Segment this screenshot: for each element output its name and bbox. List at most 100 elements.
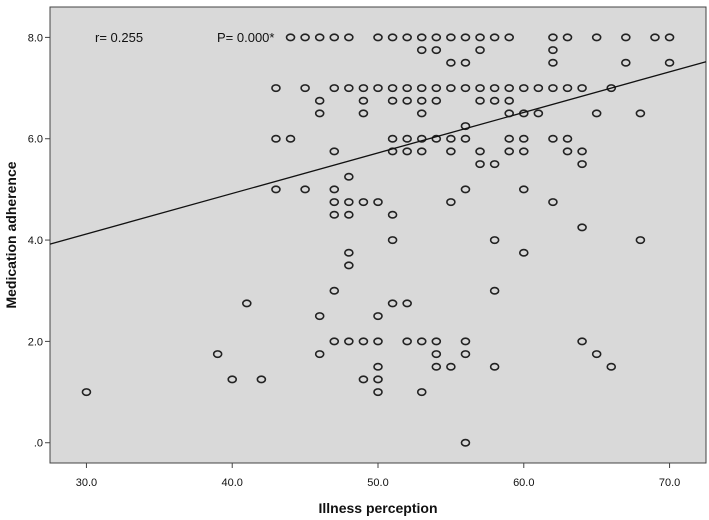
data-point [591, 109, 602, 118]
regression-line [49, 61, 707, 245]
data-point [431, 46, 442, 55]
data-point [329, 337, 340, 346]
data-point [387, 134, 398, 143]
data-point [256, 375, 267, 384]
data-point [431, 350, 442, 359]
data-point [285, 134, 296, 143]
x-tick-label: 30.0 [76, 477, 97, 489]
data-point [533, 109, 544, 118]
data-point [373, 362, 383, 371]
data-point [548, 134, 558, 143]
y-axis-ticks: .0 2.0 4.0 6.0 8.0 [28, 32, 50, 450]
data-point [416, 388, 427, 397]
y-tick-label: 8.0 [28, 32, 43, 44]
data-point [416, 147, 427, 156]
data-point [518, 147, 529, 156]
data-point [358, 337, 369, 346]
data-point [329, 198, 340, 207]
data-point [402, 299, 412, 308]
data-point [373, 388, 383, 397]
data-points [81, 33, 675, 447]
data-point [416, 134, 427, 143]
data-point [81, 388, 92, 397]
data-point [577, 84, 587, 93]
data-point [446, 84, 456, 93]
data-point [358, 109, 369, 118]
data-point [577, 337, 587, 346]
data-point [460, 58, 471, 67]
data-point [460, 337, 471, 346]
data-point [460, 350, 471, 359]
data-point [650, 33, 660, 42]
data-point [387, 236, 398, 245]
data-point [431, 33, 442, 42]
data-point [489, 286, 500, 295]
data-point [431, 96, 442, 105]
x-tick-label: 50.0 [367, 477, 388, 489]
data-point [358, 96, 369, 105]
data-point [402, 96, 412, 105]
data-point [344, 33, 354, 42]
data-point [475, 147, 485, 156]
data-point [518, 134, 529, 143]
data-point [344, 337, 354, 346]
data-point [475, 46, 485, 55]
data-point [460, 84, 471, 93]
data-point [446, 362, 456, 371]
data-point [373, 312, 383, 321]
data-point [489, 160, 500, 169]
data-point [373, 84, 383, 93]
data-point [635, 109, 646, 118]
x-axis-title: Illness perception [318, 500, 437, 516]
data-point [416, 109, 427, 118]
data-point [387, 210, 398, 219]
data-point [446, 33, 456, 42]
data-point [577, 223, 587, 232]
data-point [475, 33, 485, 42]
data-point [329, 84, 340, 93]
data-point [548, 33, 558, 42]
data-point [489, 33, 500, 42]
data-point [358, 198, 369, 207]
data-point [621, 33, 631, 42]
p-value-label: P= 0.000* [217, 30, 274, 45]
data-point [416, 33, 427, 42]
data-point [329, 185, 340, 194]
data-point [446, 147, 456, 156]
data-point [314, 33, 325, 42]
data-point [402, 337, 412, 346]
data-point [664, 58, 675, 67]
data-point [504, 147, 515, 156]
data-point [387, 84, 398, 93]
x-axis-ticks: 30.0 40.0 50.0 60.0 70.0 [76, 463, 680, 489]
data-point [329, 210, 340, 219]
data-point [489, 236, 500, 245]
data-point [504, 84, 515, 93]
data-point [460, 438, 471, 447]
y-tick-label: .0 [34, 438, 43, 450]
data-point [212, 350, 223, 359]
data-point [606, 362, 617, 371]
data-point [344, 248, 354, 257]
data-point [416, 96, 427, 105]
data-point [548, 46, 558, 55]
data-point [577, 160, 587, 169]
correlation-coefficient-label: r= 0.255 [95, 30, 143, 45]
data-point [373, 375, 383, 384]
data-point [402, 33, 412, 42]
data-point [402, 147, 412, 156]
data-point [300, 33, 310, 42]
data-point [300, 84, 310, 93]
data-point [344, 210, 354, 219]
data-point [373, 33, 383, 42]
data-point [475, 96, 485, 105]
data-point [242, 299, 252, 308]
data-point [489, 96, 500, 105]
y-axis-title: Medication adherence [3, 161, 19, 308]
data-point [533, 84, 544, 93]
x-tick-label: 70.0 [659, 477, 680, 489]
data-point [387, 96, 398, 105]
data-point [591, 33, 602, 42]
data-point [416, 84, 427, 93]
